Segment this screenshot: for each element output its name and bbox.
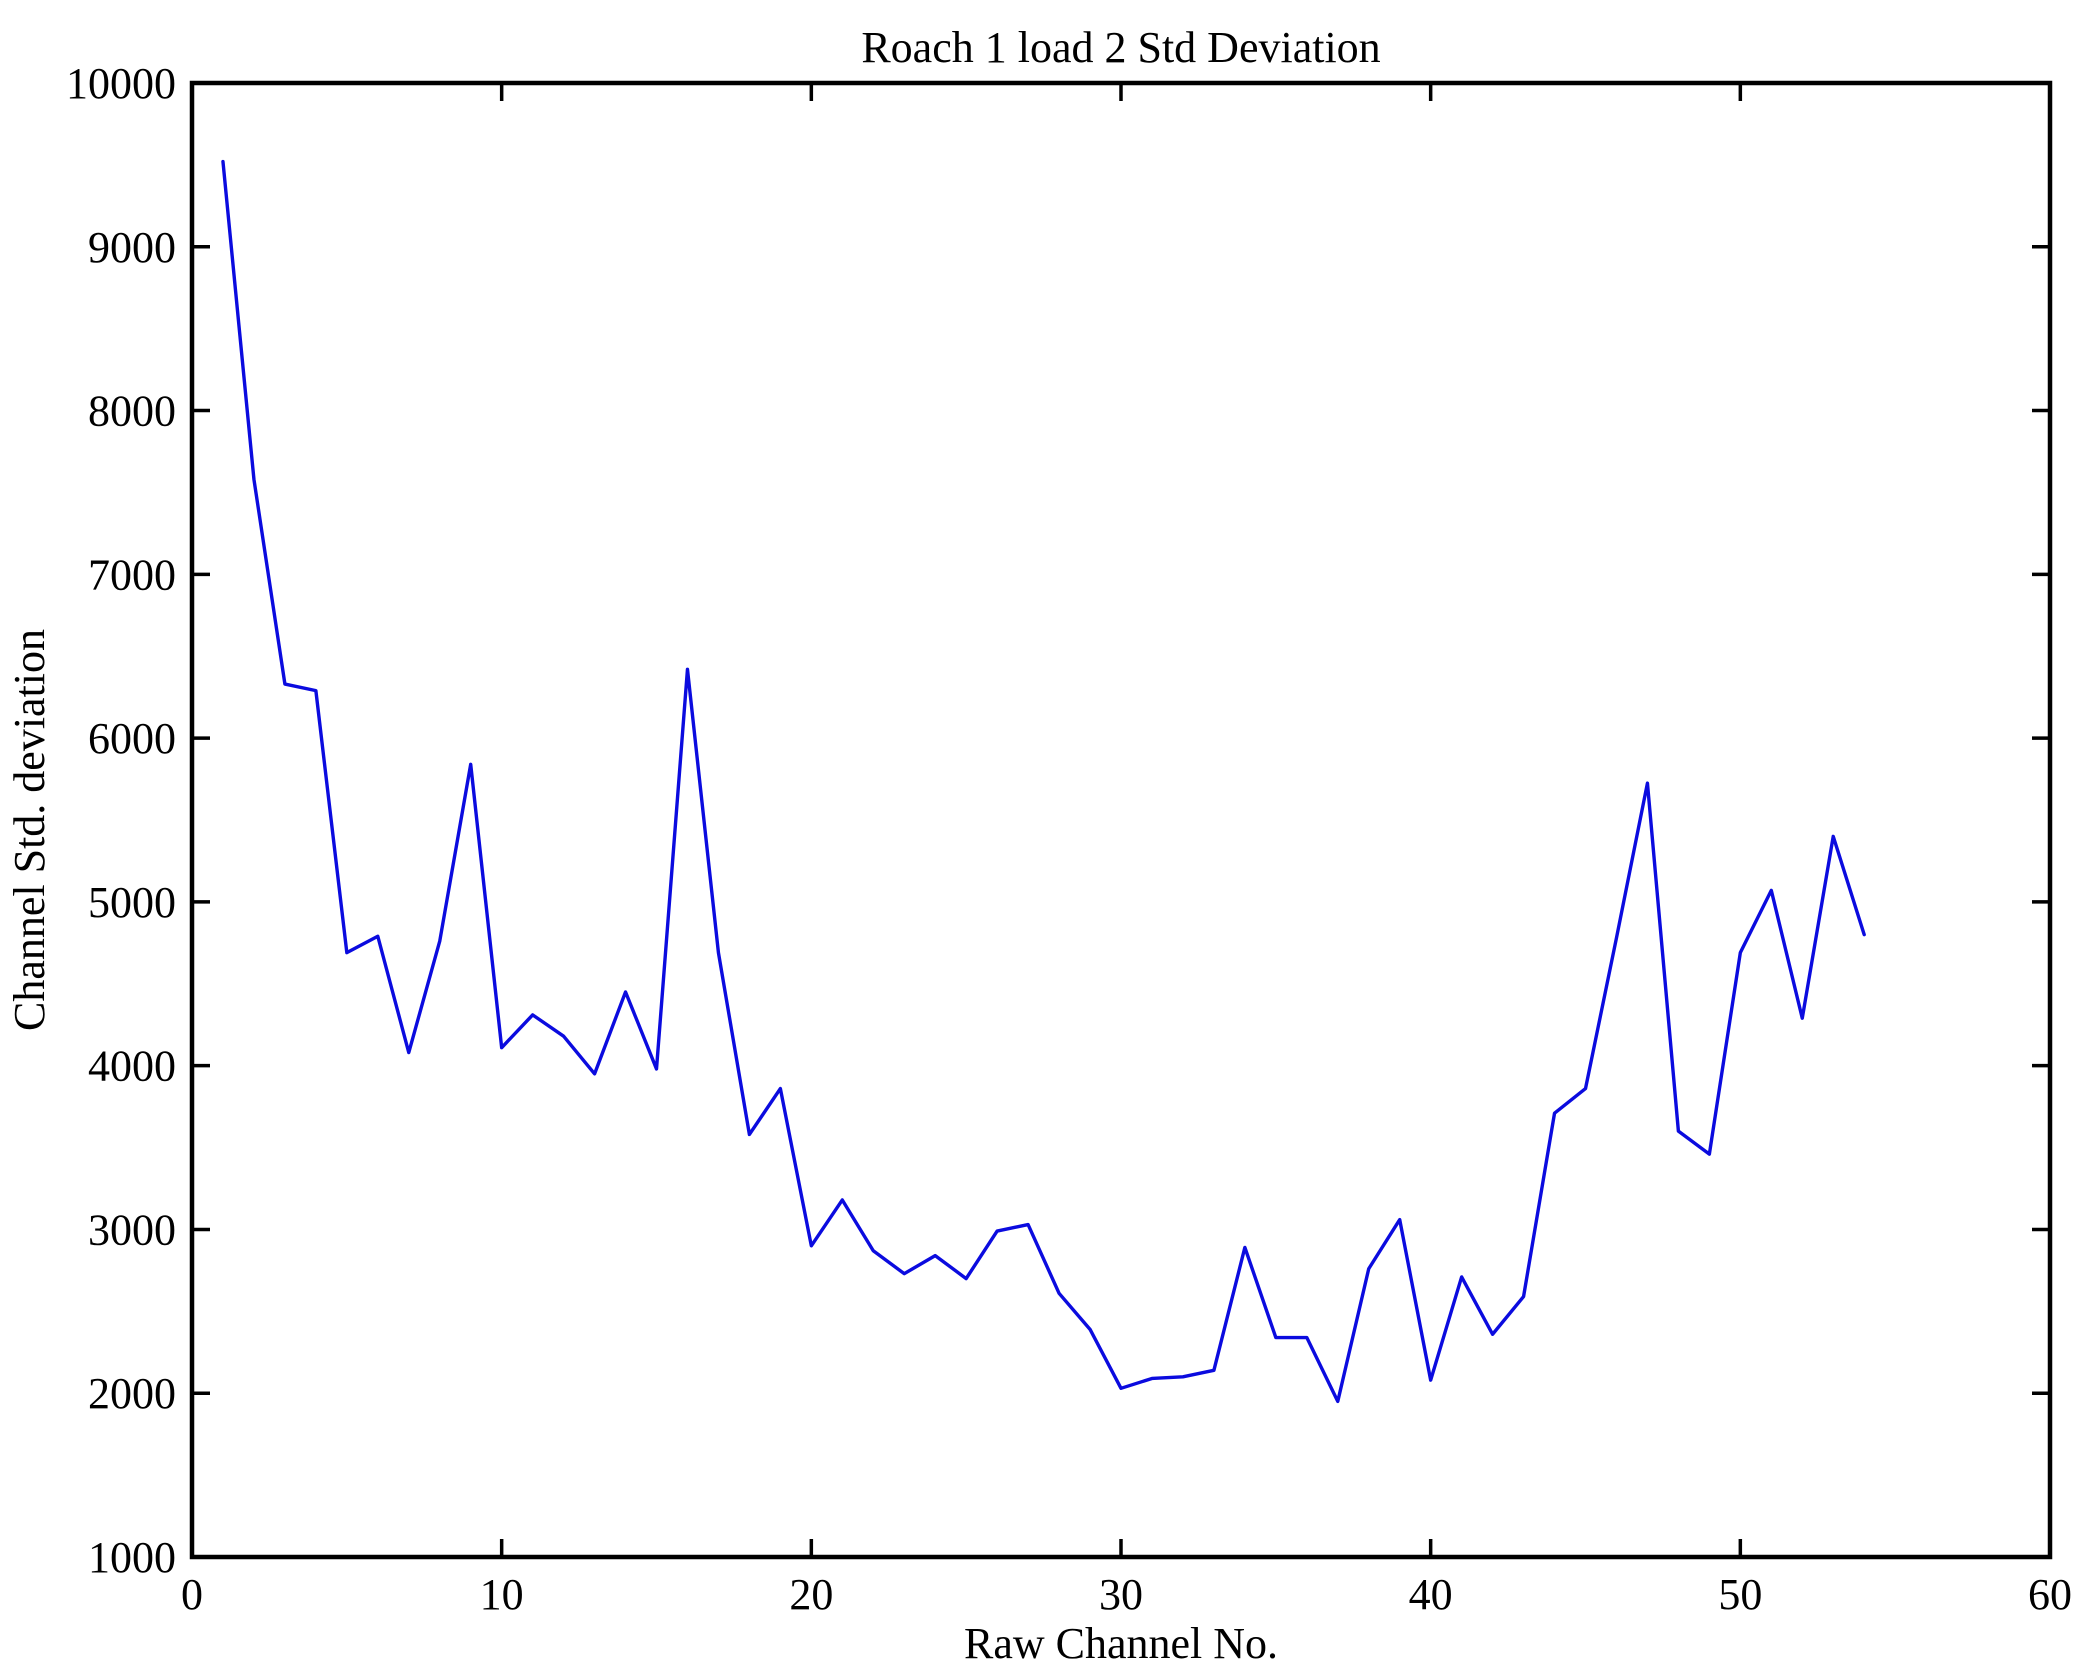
x-tick-label: 0 [181, 1570, 203, 1619]
x-axis-label: Raw Channel No. [964, 1619, 1278, 1668]
plot-area: 0 10 20 30 40 50 60 1000 2000 3000 4000 5000 6000 700… [66, 59, 2072, 1619]
x-tick-label: 50 [1718, 1570, 1762, 1619]
std-deviation-line [221, 159, 1866, 1404]
y-tick-label: 5000 [88, 878, 176, 927]
x-tick-label: 60 [2028, 1570, 2072, 1619]
y-tick-label: 6000 [88, 714, 176, 763]
y-tick-label: 3000 [88, 1205, 176, 1254]
y-axis-label: Channel Std. deviation [5, 629, 54, 1031]
y-tick-label: 9000 [88, 223, 176, 272]
axes-box [189, 80, 2053, 1560]
y-tick-label: 1000 [88, 1533, 176, 1582]
y-tick-label: 4000 [88, 1042, 176, 1091]
chart-title: Roach 1 load 2 Std Deviation [861, 23, 1380, 72]
x-tick-label: 40 [1409, 1570, 1453, 1619]
y-tick-label: 8000 [88, 387, 176, 436]
x-tick-label: 30 [1099, 1570, 1143, 1619]
x-tick-label: 10 [480, 1570, 524, 1619]
y-tick-label: 10000 [66, 59, 176, 108]
x-tick-label: 20 [789, 1570, 833, 1619]
y-tick-label: 7000 [88, 550, 176, 599]
y-tick-label: 2000 [88, 1369, 176, 1418]
